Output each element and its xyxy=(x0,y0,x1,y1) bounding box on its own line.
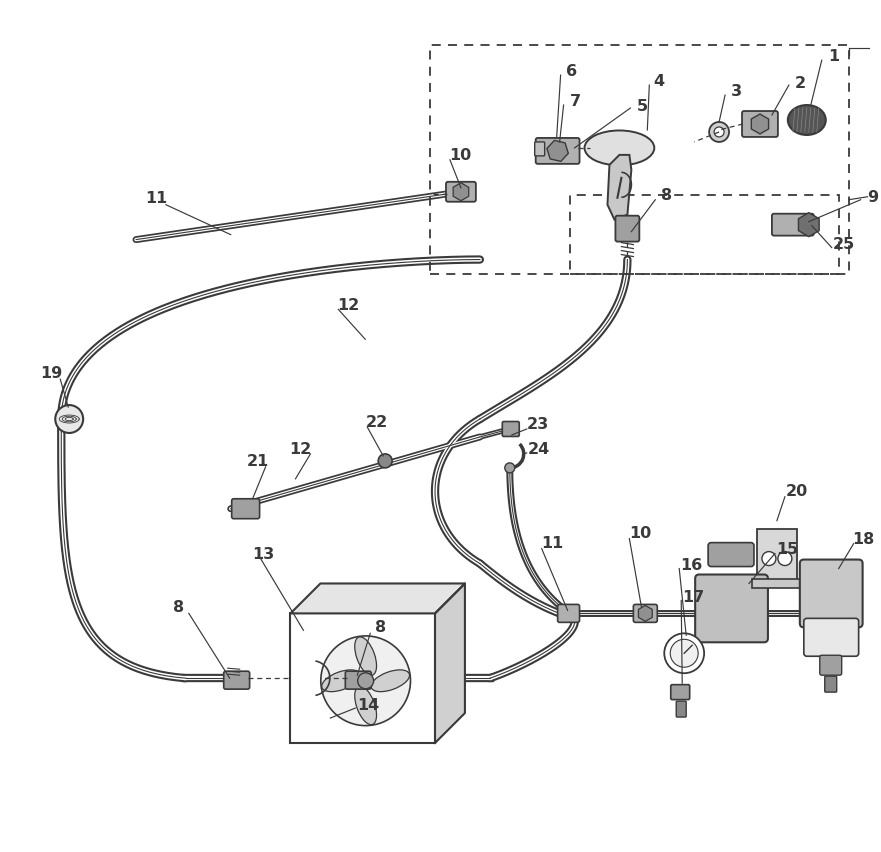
FancyBboxPatch shape xyxy=(502,422,519,437)
FancyBboxPatch shape xyxy=(800,560,862,628)
Text: 12: 12 xyxy=(289,442,312,457)
Text: 13: 13 xyxy=(253,546,275,561)
Circle shape xyxy=(670,640,698,667)
Text: 20: 20 xyxy=(786,484,808,498)
Text: 11: 11 xyxy=(542,536,564,550)
Polygon shape xyxy=(435,584,465,743)
FancyBboxPatch shape xyxy=(708,543,754,567)
Ellipse shape xyxy=(322,670,360,692)
FancyBboxPatch shape xyxy=(224,671,249,689)
Text: 10: 10 xyxy=(629,526,651,540)
Bar xyxy=(752,579,802,589)
Polygon shape xyxy=(291,584,465,613)
Bar xyxy=(291,613,435,743)
Polygon shape xyxy=(608,156,632,221)
Text: 16: 16 xyxy=(680,557,702,573)
Text: 10: 10 xyxy=(448,148,471,164)
Circle shape xyxy=(714,128,724,138)
Text: 18: 18 xyxy=(853,532,875,546)
FancyBboxPatch shape xyxy=(535,143,544,157)
Bar xyxy=(570,195,839,275)
Circle shape xyxy=(56,406,83,434)
Text: 7: 7 xyxy=(570,94,581,108)
Ellipse shape xyxy=(355,687,376,725)
Text: 19: 19 xyxy=(41,366,63,380)
Text: 5: 5 xyxy=(637,99,648,113)
Text: 8: 8 xyxy=(374,619,386,634)
Text: 11: 11 xyxy=(144,191,167,206)
Text: 8: 8 xyxy=(661,188,672,203)
Text: 8: 8 xyxy=(174,599,184,614)
Text: 6: 6 xyxy=(566,64,577,78)
Text: 25: 25 xyxy=(833,237,855,252)
Circle shape xyxy=(505,463,515,474)
Text: 22: 22 xyxy=(366,414,389,429)
FancyBboxPatch shape xyxy=(558,605,580,623)
Text: 1: 1 xyxy=(828,49,840,64)
Text: 3: 3 xyxy=(730,83,742,99)
Text: 24: 24 xyxy=(528,442,550,457)
FancyBboxPatch shape xyxy=(536,139,580,164)
Text: 14: 14 xyxy=(357,697,380,711)
Ellipse shape xyxy=(788,106,825,135)
FancyBboxPatch shape xyxy=(742,112,778,138)
FancyBboxPatch shape xyxy=(446,182,476,203)
Circle shape xyxy=(778,552,792,566)
Text: 2: 2 xyxy=(795,76,805,90)
Bar xyxy=(757,529,796,584)
Circle shape xyxy=(358,673,374,689)
Bar xyxy=(430,46,848,275)
Circle shape xyxy=(321,636,411,726)
FancyBboxPatch shape xyxy=(772,215,814,236)
FancyBboxPatch shape xyxy=(670,685,690,699)
FancyBboxPatch shape xyxy=(633,605,657,623)
Circle shape xyxy=(664,634,704,673)
Ellipse shape xyxy=(584,131,655,166)
FancyBboxPatch shape xyxy=(345,671,371,689)
FancyBboxPatch shape xyxy=(819,655,841,676)
Text: 23: 23 xyxy=(527,416,549,431)
Text: 21: 21 xyxy=(247,454,269,469)
Text: 12: 12 xyxy=(337,297,359,313)
FancyBboxPatch shape xyxy=(232,499,260,519)
Ellipse shape xyxy=(355,637,376,676)
Text: 17: 17 xyxy=(682,590,704,604)
FancyBboxPatch shape xyxy=(825,676,837,693)
Text: 4: 4 xyxy=(654,73,665,89)
Text: 9: 9 xyxy=(867,190,878,205)
Ellipse shape xyxy=(371,670,410,692)
Circle shape xyxy=(378,454,392,469)
FancyBboxPatch shape xyxy=(803,619,859,657)
FancyBboxPatch shape xyxy=(695,575,768,642)
FancyBboxPatch shape xyxy=(616,216,640,242)
Circle shape xyxy=(709,123,729,143)
Text: 15: 15 xyxy=(776,542,798,556)
FancyBboxPatch shape xyxy=(677,701,686,717)
Circle shape xyxy=(762,552,776,566)
